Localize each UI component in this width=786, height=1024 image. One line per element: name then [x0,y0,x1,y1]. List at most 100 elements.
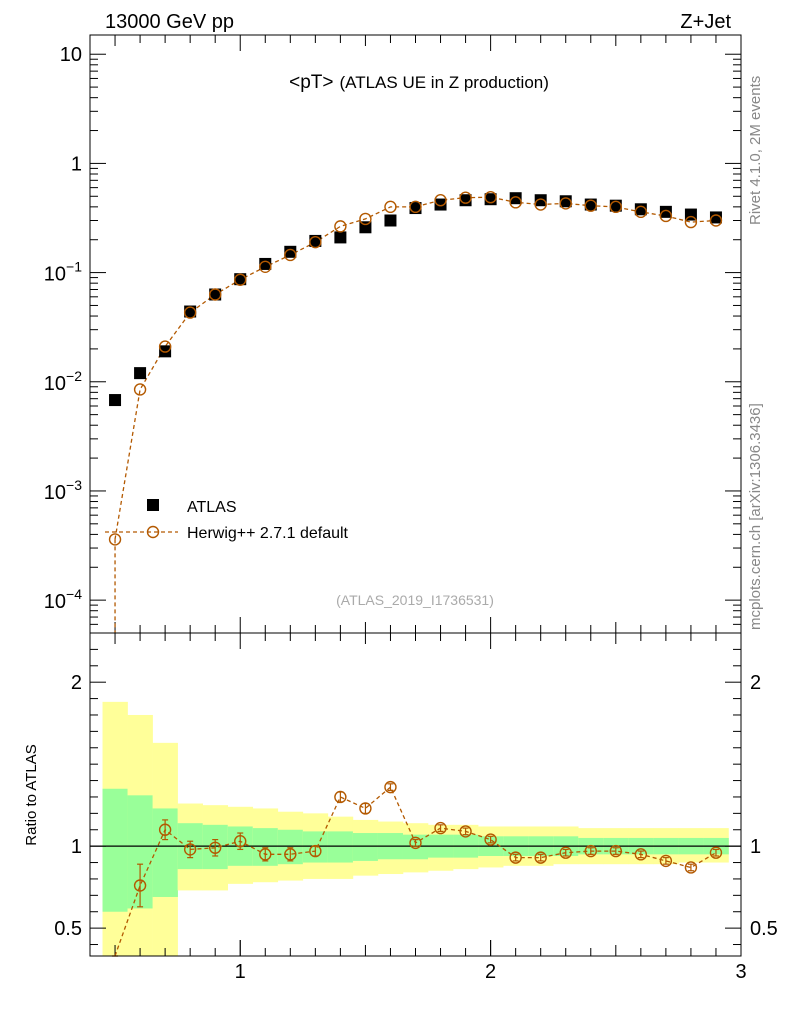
ratio-y-tick-label: 2 [71,672,82,694]
main-plot-frame [89,34,742,634]
atlas-data-point [284,245,297,258]
ratio-herwig-point [684,861,698,874]
mcplots-label: mcplots.cern.ch [arXiv:1306.3436] [747,403,764,630]
atlas-data-point [634,203,647,216]
herwig-data-point [359,212,372,226]
ratio-herwig-point [133,879,147,892]
ratio-band-inner-bin [102,788,128,912]
ratio-herwig-point [584,844,597,858]
ratio-herwig-point [208,841,222,854]
ratio-herwig-point [158,823,172,836]
analysis-label: (ATLAS_2019_I1736531) [336,592,494,608]
header-left-label: 13000 GeV pp [105,11,234,33]
legend-herwig-label: Herwig++ 2.7.1 default [187,525,349,542]
ratio-y-tick-label-right: 1 [750,836,761,858]
herwig-data-point [208,288,222,301]
ratio-herwig-point [459,825,472,838]
ratio-herwig-point [484,833,497,846]
main-y-tick-label: 10−4 [44,586,82,613]
atlas-data-point [159,345,172,358]
herwig-data-point [509,196,522,209]
herwig-data-point [609,200,623,214]
main-y-tick-label: 10−2 [44,368,82,395]
atlas-data-point [259,257,272,270]
ratio-herwig-point [509,851,522,864]
ratio-y-axis-label: Ratio to ATLAS [23,744,40,845]
ratio-x-tick-label: 2 [485,961,496,983]
legend-atlas-marker [147,499,159,511]
header-right-label: Z+Jet [680,11,731,33]
atlas-data-point [109,394,122,407]
herwig-line [114,196,717,540]
main-title-subtitle: (ATLAS UE in Z production) [339,73,548,92]
main-y-tick-label: 10 [60,44,82,66]
herwig-data-point [108,533,122,546]
atlas-data-point [534,194,547,207]
atlas-data-point [509,192,522,205]
legend: ATLAS Herwig++ 2.7.1 default [105,499,349,542]
herwig-data-point [484,191,497,204]
herwig-data-point [259,260,272,273]
ratio-herwig-point [559,846,572,859]
main-y-tick-mantissa: 10 [44,591,66,613]
ratio-herwig-point [384,780,397,794]
herwig-data-point [459,191,472,204]
main-y-tick-exponent: −3 [66,477,82,493]
ratio-herwig-point [534,851,547,864]
ratio-herwig-point [183,843,197,856]
ratio-data-marks [112,780,723,957]
ratio-herwig-point [309,844,322,858]
ratio-y-tick-label: 1 [71,836,82,858]
ratio-herwig-point [409,836,422,850]
herwig-data-point [234,273,247,286]
herwig-data-point [684,215,698,229]
herwig-data-point [534,198,547,211]
herwig-data-point [309,235,322,249]
rivet-version-label: Rivet 4.1.0, 2M events [747,76,764,225]
main-y-tick-label: 10−1 [44,259,82,286]
main-y-tick-exponent: −4 [66,586,82,602]
main-y-tick-mantissa: 10 [44,373,66,395]
ratio-herwig-point [709,846,723,859]
ratio-band-inner-bin [352,833,379,861]
herwig-data-point [284,248,297,262]
ratio-band-inner-bin [402,834,429,860]
ratio-y-tick-label-right: 2 [750,672,761,694]
main-y-tick-exponent: −2 [66,368,82,384]
herwig-data-point [334,220,347,233]
atlas-data-point [134,367,147,380]
atlas-data-point [659,205,672,218]
ratio-herwig-point [609,844,623,858]
legend-herwig-marker [146,525,160,539]
atlas-data-point [234,273,247,286]
main-data-marks [108,191,723,633]
herwig-data-point [384,200,397,214]
herwig-data-point [158,340,172,353]
ratio-plot-frame [89,632,742,957]
main-title: <pT> (ATLAS UE in Z production) [289,72,549,93]
herwig-data-point [133,383,147,396]
main-y-tick-mantissa: 10 [44,264,66,286]
ratio-herwig-point [634,848,648,861]
ratio-bands [90,701,741,956]
atlas-data-point [384,214,397,227]
main-y-tick-label: 10−3 [44,477,82,504]
atlas-data-point [434,198,447,211]
herwig-data-point [634,205,648,219]
legend-atlas-label: ATLAS [187,499,237,516]
ratio-herwig-point [284,848,297,861]
herwig-data-point [434,194,447,207]
main-title-quantity: <pT> [289,72,333,93]
atlas-data-point [559,195,572,208]
main-y-tick-mantissa: 10 [44,482,66,504]
ratio-herwig-point [659,854,673,868]
atlas-data-point [209,288,222,301]
ratio-axis-ticks: 2 2 1 1 0.5 0.5 1 2 3 [54,633,778,983]
ratio-x-tick-label: 1 [235,961,246,983]
herwig-data-point [709,214,723,227]
ratio-herwig-point [434,821,447,835]
atlas-data-point [459,194,472,207]
herwig-data-point [559,197,572,210]
